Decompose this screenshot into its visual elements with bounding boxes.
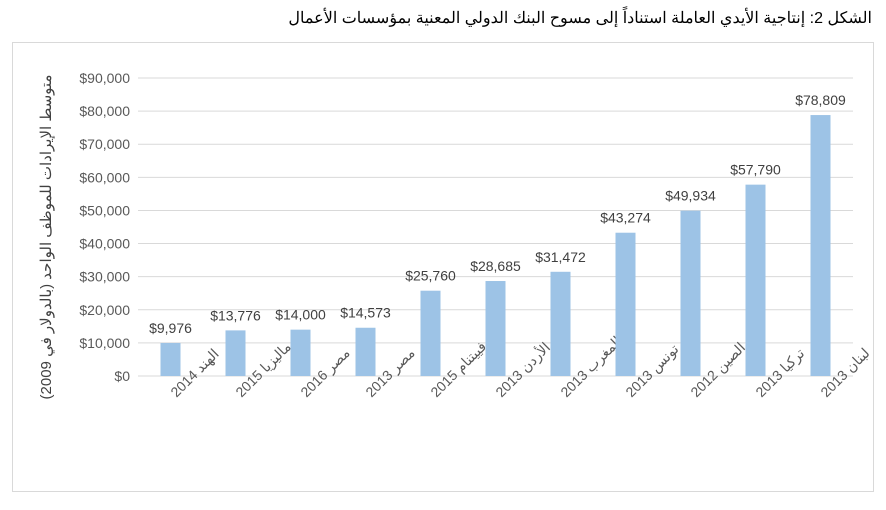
data-label: $28,685 (470, 258, 521, 274)
bar (225, 330, 246, 376)
data-label: $14,000 (275, 307, 326, 323)
data-label: $49,934 (665, 188, 716, 204)
bar (745, 184, 766, 376)
y-tick-label: $30,000 (79, 269, 130, 285)
bar (680, 210, 701, 376)
y-axis-label: متوسط الإيرادات للموظف الواحد (بالدولار … (38, 75, 55, 400)
data-label: $57,790 (730, 162, 781, 178)
data-label: $13,776 (210, 307, 261, 323)
figure-caption: الشكل 2: إنتاجية الأيدي العاملة استناداً… (288, 10, 872, 27)
chart-frame: $0 $10,000 $20,000 $30,000 $40,000 $50,000 $60… (12, 42, 874, 492)
y-tick-label: $60,000 (79, 169, 130, 185)
bar (485, 281, 506, 376)
bar (615, 232, 636, 376)
y-tick-label: $40,000 (79, 236, 130, 252)
bar (810, 115, 831, 377)
bar-chart: $0 $10,000 $20,000 $30,000 $40,000 $50,000 $60… (38, 70, 873, 401)
y-tick-label: $70,000 (79, 136, 130, 152)
data-label: $14,573 (340, 305, 391, 321)
data-label: $43,274 (600, 210, 651, 226)
y-tick-label: $10,000 (79, 335, 130, 351)
y-tick-label: $0 (114, 368, 130, 384)
bar (355, 327, 376, 376)
y-tick-label: $20,000 (79, 302, 130, 318)
y-tick-label: $90,000 (79, 70, 130, 86)
bar (550, 271, 571, 376)
bar (290, 329, 311, 376)
data-label: $25,760 (405, 268, 456, 284)
bar (420, 290, 441, 376)
data-label: $31,472 (535, 249, 586, 265)
y-tick-label: $50,000 (79, 202, 130, 218)
y-tick-label: $80,000 (79, 103, 130, 119)
data-label: $78,809 (795, 92, 846, 108)
data-label: $9,976 (149, 320, 192, 336)
bar (160, 342, 181, 376)
